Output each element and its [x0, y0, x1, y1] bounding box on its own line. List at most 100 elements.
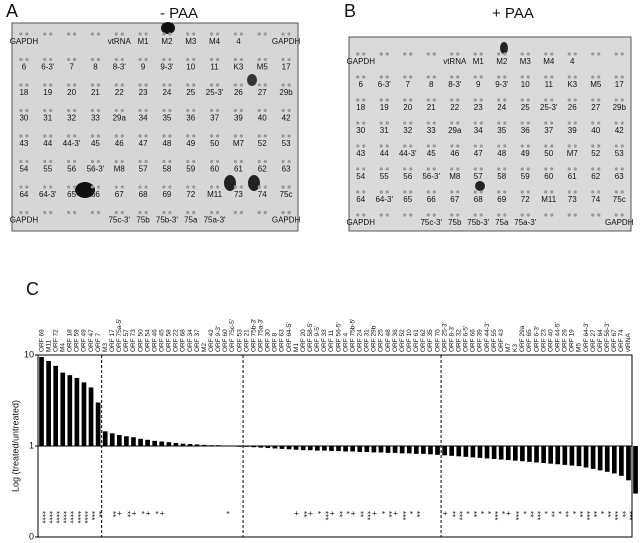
spot — [162, 134, 166, 138]
spot — [66, 108, 71, 113]
spot — [450, 75, 454, 79]
bar — [505, 446, 511, 461]
spot — [120, 159, 124, 164]
x-tick-label: M4 — [59, 343, 66, 352]
spot — [473, 98, 477, 102]
spot — [239, 32, 244, 36]
blot-label: 49 — [186, 139, 195, 148]
x-tick-label: ORF 59 — [74, 329, 81, 352]
spot — [233, 32, 238, 36]
spot — [144, 83, 148, 87]
blot-label: 24 — [162, 88, 171, 97]
blot-label: 67 — [450, 195, 459, 204]
spot — [144, 134, 148, 138]
bar — [520, 446, 525, 462]
spot — [66, 185, 71, 189]
blot-label: 17 — [615, 80, 624, 89]
spot — [19, 185, 23, 189]
x-tick-label: ORF 69 — [38, 329, 45, 352]
spot — [263, 185, 267, 189]
x-tick-label: ORF 4 — [342, 332, 349, 352]
spot — [379, 167, 383, 171]
spot — [138, 159, 142, 164]
spot — [257, 57, 261, 62]
significance: + — [440, 511, 449, 516]
blot-b — [348, 36, 632, 232]
spot — [356, 190, 360, 194]
spot — [138, 108, 142, 113]
spot — [186, 134, 190, 138]
spot — [257, 210, 261, 215]
spot — [591, 75, 595, 79]
spot — [49, 159, 53, 164]
blot-label: 9 — [476, 80, 481, 89]
spot — [450, 98, 454, 102]
blot-label: 75b-3' — [156, 216, 178, 225]
spot — [620, 190, 624, 194]
x-tick-label: M1 — [293, 343, 300, 352]
spot — [573, 213, 577, 217]
bar — [619, 446, 624, 476]
spot — [192, 210, 196, 215]
x-tick-label: ORF 75a-5' — [116, 319, 123, 352]
significance: + — [349, 511, 358, 516]
bar — [215, 445, 221, 447]
spot — [25, 83, 29, 87]
blot-label: 46 — [450, 149, 459, 158]
spot — [72, 159, 77, 164]
significance: *** — [455, 511, 464, 520]
spot — [573, 190, 577, 194]
spot — [456, 98, 460, 102]
spot — [456, 167, 460, 171]
blot-label: 66 — [427, 195, 436, 204]
spot — [168, 210, 172, 215]
spot — [72, 57, 77, 62]
blot-label: 30 — [19, 114, 28, 123]
significance: * — [518, 511, 527, 514]
blot-label: 45 — [91, 139, 100, 148]
spot — [403, 167, 407, 171]
bar — [145, 439, 150, 446]
spot — [620, 121, 624, 125]
spot — [426, 121, 430, 125]
x-tick-label: ORF 37 — [194, 329, 201, 352]
spot — [186, 108, 190, 113]
significance: **** — [80, 511, 89, 523]
spot — [520, 213, 524, 217]
bar — [124, 436, 129, 446]
spot — [43, 185, 47, 189]
spot — [144, 32, 148, 36]
spot — [526, 167, 530, 171]
spot — [72, 134, 77, 138]
spot — [591, 121, 595, 125]
bar — [498, 446, 504, 460]
blot-label: 69 — [497, 195, 506, 204]
x-tick-label: ORF 33 — [321, 329, 328, 352]
spot — [620, 213, 624, 217]
spot — [287, 159, 291, 164]
spot — [49, 108, 53, 113]
spot — [432, 52, 436, 56]
spot — [239, 83, 244, 87]
blot-label: 52 — [258, 139, 267, 148]
blot-label: 4 — [570, 57, 575, 66]
spot — [114, 57, 118, 62]
spot — [43, 57, 47, 62]
blot-label: 19 — [380, 103, 389, 112]
x-tick-label: ORF 47 — [88, 329, 95, 352]
blot-label: 62 — [591, 172, 600, 181]
blot-label: 29b — [279, 88, 293, 97]
y-tick-label: 10 — [24, 349, 34, 359]
spot — [168, 83, 172, 87]
blot-label: 23 — [474, 103, 483, 112]
blot-label: 29a — [448, 126, 462, 135]
spot — [497, 167, 501, 171]
spot — [432, 190, 436, 194]
spot — [72, 32, 77, 36]
spot — [215, 185, 220, 189]
spot — [432, 75, 436, 79]
bar — [555, 446, 561, 465]
blot-label: 33 — [91, 114, 100, 123]
blot-label: 7 — [69, 63, 74, 72]
blot-label: 73 — [234, 190, 243, 199]
